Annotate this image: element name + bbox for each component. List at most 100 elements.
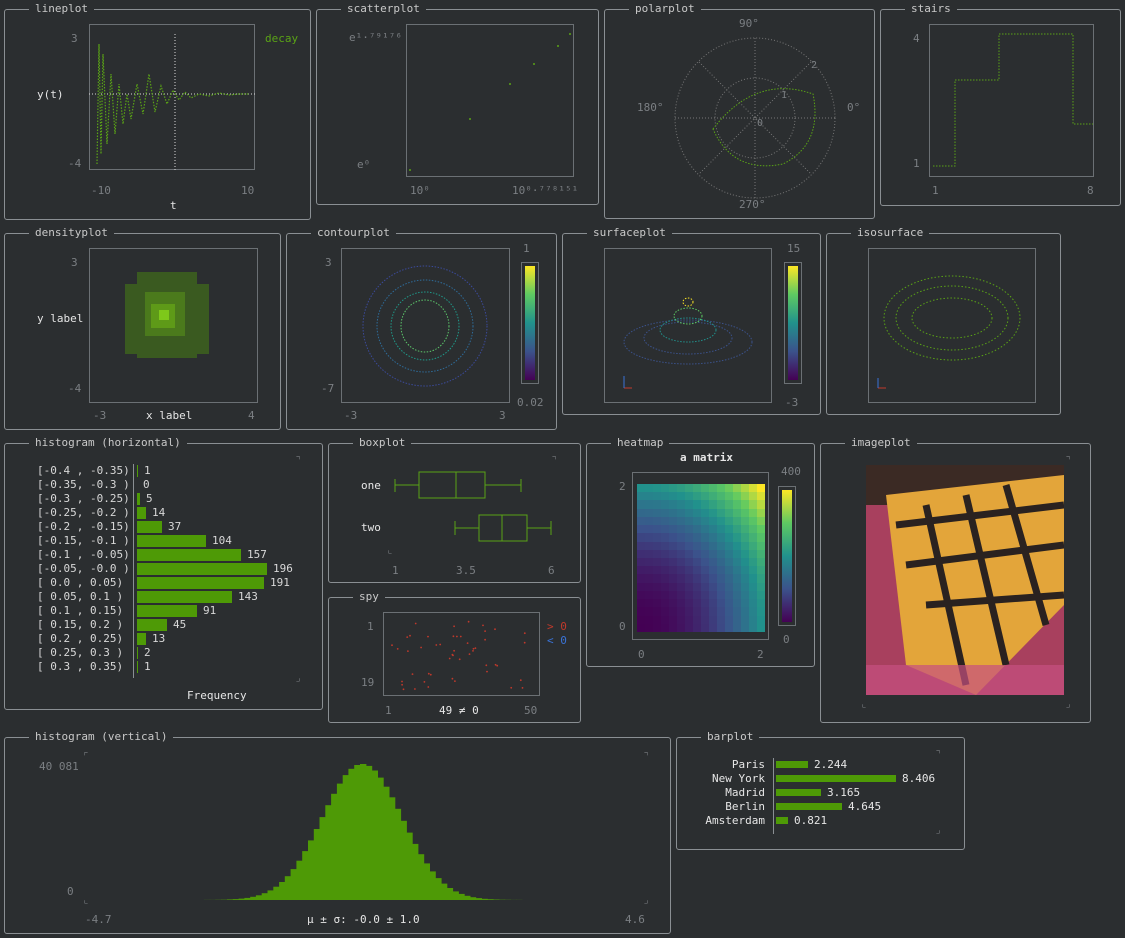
heatmap-cell	[685, 582, 693, 591]
hist-vertical-ytick-bottom: 0	[67, 885, 74, 898]
hist-vertical-bar	[365, 765, 373, 900]
surfaceplot-frame	[604, 248, 772, 403]
spy-frame	[383, 612, 540, 696]
heatmap-cell	[709, 492, 717, 501]
heatmap-cell	[661, 549, 669, 558]
heatmap-cell	[637, 500, 645, 509]
imageplot-butterfly-image	[866, 465, 1064, 695]
heatmap-cell	[709, 599, 717, 608]
lineplot-panel: lineplot 3 -4 y(t) t -10 10 decay	[4, 2, 311, 220]
barplot-bar	[776, 789, 821, 796]
heatmap-cell	[709, 484, 717, 493]
heatmap-cell	[725, 590, 733, 600]
heatmap-cell	[645, 500, 653, 509]
hist-vertical-panel: histogram (vertical) ⌜ ⌝ ⌞ ⌟ 40 081 0 -4…	[4, 730, 671, 934]
heatmap-cell	[717, 484, 725, 493]
heatmap-cell	[741, 558, 749, 567]
densityplot-cloud	[125, 272, 209, 358]
heatmap-cell	[749, 549, 757, 558]
surfaceplot-panel: surfaceplot 15 -3	[562, 226, 821, 415]
heatmap-cell	[701, 500, 709, 509]
spy-dot	[407, 650, 409, 652]
barplot-label: Paris	[731, 758, 765, 771]
heatmap-cell	[757, 484, 765, 493]
hist-bin-bar	[137, 549, 241, 561]
heatmap-cell	[709, 623, 717, 632]
heatmap-cell	[661, 615, 669, 624]
surfaceplot-cbar-top: 15	[787, 242, 801, 255]
heatmap-cell	[645, 508, 653, 517]
heatmap-cell	[733, 615, 741, 624]
hist-vertical-bar	[435, 878, 442, 900]
barplot-value: 0.821	[794, 814, 828, 827]
hist-bin-count: 45	[173, 618, 187, 631]
heatmap-cell	[741, 500, 749, 509]
heatmap-cell	[741, 599, 749, 608]
hist-bin-count: 1	[144, 660, 151, 673]
heatmap-cell	[677, 623, 685, 632]
heatmap-cell	[741, 516, 749, 526]
heatmap-cell	[733, 492, 741, 501]
hist-vertical-corner-tr: ⌝	[643, 751, 650, 762]
hist-bin-label: [ 0.3 , 0.35)	[37, 660, 124, 673]
heatmap-cell	[725, 516, 733, 526]
spy-dot	[472, 650, 474, 652]
heatmap-cell	[693, 623, 701, 632]
heatmap-cell	[693, 500, 701, 509]
heatmap-cell	[661, 582, 669, 591]
stairs-xtick-left: 1	[932, 184, 939, 197]
contourplot-panel: contourplot 3 -7 -3 3 1 0.02	[286, 226, 557, 430]
spy-dot	[427, 635, 429, 638]
barplot-value: 4.645	[848, 800, 882, 813]
hist-vertical-bar	[360, 764, 367, 900]
barplot-bar	[776, 775, 896, 782]
spy-dot	[391, 644, 393, 647]
heatmap-cell	[653, 533, 661, 542]
heatmap-cell	[669, 516, 677, 526]
heatmap-cell	[693, 484, 701, 493]
heatmap-cell	[637, 541, 645, 550]
heatmap-ytick-top: 2	[619, 480, 626, 493]
heatmap-cell	[757, 615, 765, 624]
spy-dot	[519, 679, 522, 682]
heatmap-cell	[749, 615, 757, 624]
surfaceplot-mesh	[623, 297, 753, 389]
densityplot-ytick-top: 3	[71, 256, 78, 269]
spy-dot	[451, 653, 454, 656]
hist-bin-label: [-0.05, -0.0 )	[37, 562, 130, 575]
heatmap-cell	[725, 484, 733, 493]
heatmap-cell	[645, 590, 653, 600]
heatmap-cell	[717, 541, 725, 550]
hist-bin-label: [ 0.05, 0.1 )	[37, 590, 124, 603]
spy-dot	[484, 638, 486, 641]
heatmap-cell	[669, 525, 677, 534]
scatterplot-title: scatterplot	[341, 2, 426, 16]
scatterplot-points	[409, 33, 571, 171]
heatmap-cell	[677, 590, 685, 600]
spy-xtick-right: 50	[524, 704, 538, 717]
hist-vertical-bar	[238, 898, 245, 900]
hist-horizontal-corner-tr: ⌝	[295, 455, 302, 466]
lineplot-title: lineplot	[29, 2, 94, 16]
hist-vertical-bar	[232, 899, 240, 900]
heatmap-frame	[632, 472, 769, 640]
heatmap-cell	[661, 541, 669, 550]
heatmap-cell	[677, 516, 685, 526]
heatmap-cell	[669, 558, 677, 567]
heatmap-cell	[701, 533, 709, 542]
polarplot-label-right: 0°	[847, 101, 861, 114]
spy-dot	[486, 670, 488, 673]
barplot-label: Amsterdam	[705, 814, 765, 827]
heatmap-cell	[653, 615, 661, 624]
heatmap-cell	[685, 590, 693, 600]
heatmap-cell	[645, 549, 653, 558]
lineplot-legend: decay	[265, 32, 299, 45]
heatmap-cell	[757, 525, 765, 534]
heatmap-cell	[741, 533, 749, 542]
heatmap-cell	[709, 500, 717, 509]
barplot-panel: barplot ⌝ ⌟ Paris 2.244 New York 8.406 Madri…	[676, 730, 965, 850]
spy-dot	[453, 625, 455, 628]
heatmap-cell	[725, 607, 733, 616]
barplot-value: 3.165	[827, 786, 861, 799]
heatmap-cell	[701, 566, 709, 575]
